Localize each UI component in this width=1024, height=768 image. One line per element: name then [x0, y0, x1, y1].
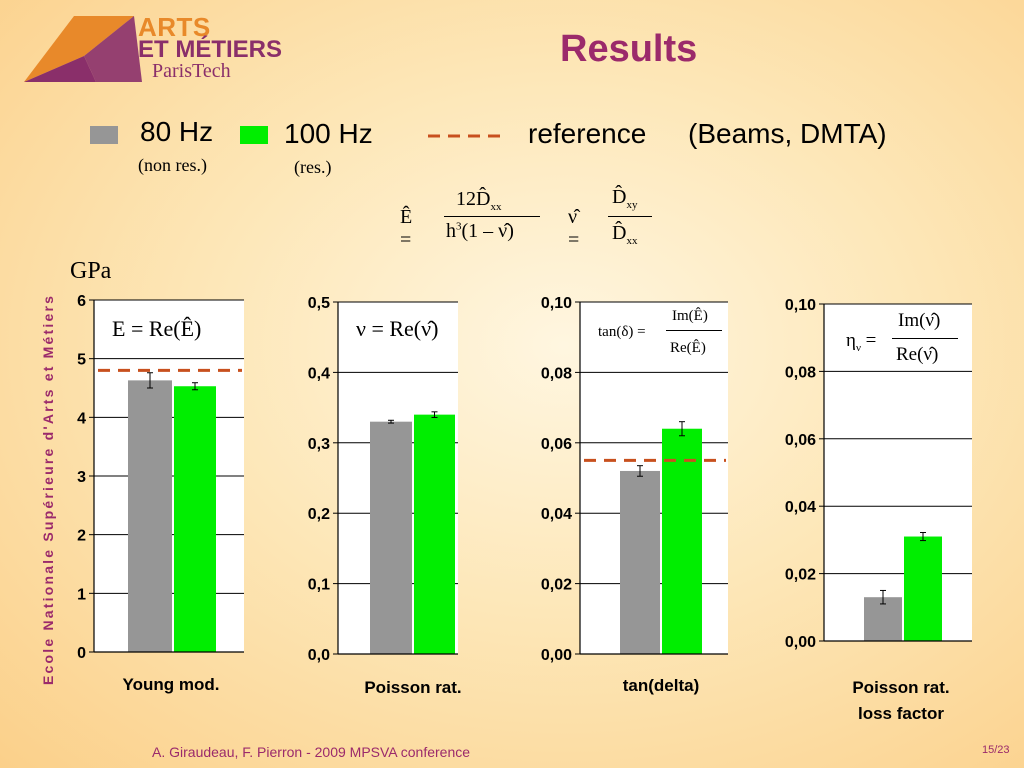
tick-label: 0,02 — [541, 577, 572, 594]
bar-100hz — [174, 386, 216, 652]
legend-sub-100hz: (res.) — [294, 157, 332, 177]
logo-text-arts: ARTS — [138, 12, 211, 42]
category-label-young-mod: Young mod. — [122, 675, 220, 694]
tick-label: 6 — [77, 293, 86, 310]
category-label-poisson-loss-line2: loss factor — [858, 704, 944, 723]
bar-80hz — [864, 597, 902, 641]
legend-swatch-80hz — [90, 126, 118, 144]
bar-80hz — [128, 380, 172, 652]
tick-label: 0,5 — [308, 295, 330, 312]
tick-label: 0,00 — [541, 647, 572, 664]
chart-young-modulus: 0 1 2 3 4 5 6 — [77, 293, 244, 662]
chart-tan-delta: 0,00 0,02 0,04 0,06 0,08 0,10 — [541, 295, 728, 664]
footer-authors: A. Giraudeau, F. Pierron - 2009 MPSVA co… — [152, 744, 471, 760]
tick-label: 0,04 — [785, 499, 816, 516]
tick-label: 0,0 — [308, 647, 330, 664]
category-label-poisson-loss-line1: Poisson rat. — [852, 678, 950, 697]
logo-mark — [24, 16, 142, 82]
bar-100hz — [414, 414, 455, 654]
legend-label-80hz: 80 Hz — [140, 116, 214, 147]
tick-label: 2 — [77, 528, 86, 545]
legend-label-reference: reference — [528, 118, 647, 149]
tick-label: 0,02 — [785, 567, 816, 584]
unit-label-gpa: GPa — [70, 258, 112, 284]
legend-label-100hz: 100 Hz — [284, 118, 373, 149]
tick-label: 4 — [77, 410, 86, 427]
page-number: 15/23 — [982, 744, 1010, 756]
logo-text-et-metiers: ET MÉTIERS — [138, 36, 283, 63]
tick-label: 1 — [77, 586, 86, 603]
tick-label: 0,06 — [785, 432, 816, 449]
legend-reference-line — [428, 134, 504, 138]
slide-title: Results — [560, 28, 698, 70]
chart-poisson-loss-factor: 0,00 0,02 0,04 0,06 0,08 0,10 — [785, 297, 972, 651]
tick-label: 0,10 — [541, 295, 572, 312]
tick-label: 0,00 — [785, 634, 816, 651]
logo-text-paristech: ParisTech — [152, 60, 231, 82]
tick-label: 0,08 — [541, 365, 572, 382]
category-label-tan-delta: tan(delta) — [622, 676, 700, 695]
formula-e-re: E = Re(Ê) — [112, 316, 202, 341]
tick-label: 5 — [77, 352, 86, 369]
tick-label: 0 — [77, 645, 86, 662]
tick-label: 0,04 — [541, 506, 572, 523]
bar-100hz — [662, 428, 702, 654]
tick-label: 0,3 — [308, 436, 330, 453]
tick-label: 3 — [77, 469, 86, 486]
bar-80hz — [370, 421, 412, 654]
tick-label: 0,1 — [308, 577, 330, 594]
legend-sub-80hz: (non res.) — [138, 155, 207, 175]
bar-100hz — [904, 536, 942, 641]
legend-swatch-100hz — [240, 126, 268, 144]
category-label-poisson-rat: Poisson rat. — [364, 678, 462, 697]
plot-area — [824, 304, 972, 641]
formula-nu-re: ν = Re(ν̂) — [356, 316, 439, 341]
chart-poisson-ratio: 0,0 0,1 0,2 0,3 0,4 0,5 — [308, 295, 458, 664]
tick-label: 0,10 — [785, 297, 816, 314]
legend-reference-note: (Beams, DMTA) — [688, 118, 887, 149]
tick-label: 0,2 — [308, 506, 330, 523]
bar-80hz — [620, 470, 660, 654]
tick-label: 0,08 — [785, 364, 816, 381]
tick-label: 0,06 — [541, 436, 572, 453]
tick-label: 0,4 — [308, 365, 330, 382]
